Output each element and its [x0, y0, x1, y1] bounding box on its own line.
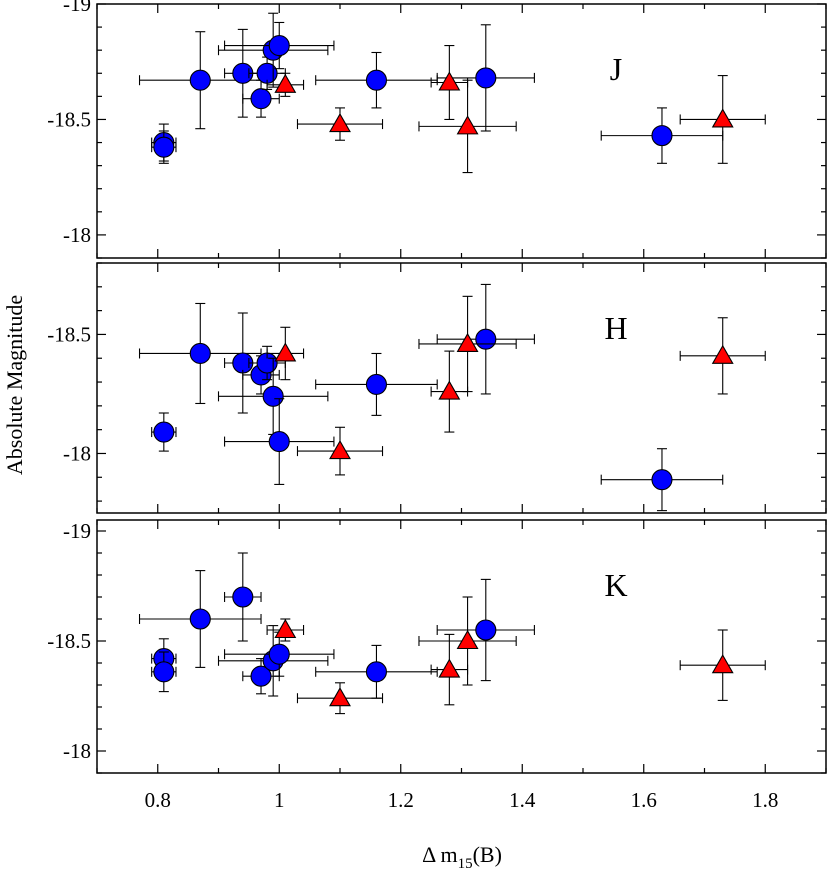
y-tick-label: -18 [63, 441, 91, 465]
x-tick-label: 1.2 [388, 788, 414, 812]
y-tick-label: -19 [63, 0, 91, 16]
y-tick-label: -18.5 [47, 629, 91, 653]
data-point-circle [153, 661, 175, 683]
data-point-triangle [456, 629, 479, 650]
panel-label-h: H [604, 310, 627, 346]
data-point-triangle [438, 380, 461, 400]
y-tick-label: -18.5 [47, 322, 91, 346]
panel-label-j: J [610, 51, 622, 87]
data-point-circle [153, 421, 175, 443]
data-point-circle [189, 69, 211, 91]
data-point-triangle [274, 342, 297, 362]
panel-j: -19 -18.5 -18 J [47, 0, 827, 259]
data-point-circle [365, 69, 388, 91]
data-point-triangle [711, 654, 734, 674]
data-point-triangle [456, 332, 479, 353]
y-tick-label: -18.5 [47, 107, 91, 131]
panel-h: -18.5 -18 H [47, 262, 827, 514]
data-point-circle [262, 385, 284, 407]
x-tick-label: 1.4 [509, 788, 536, 812]
data-point-triangle [711, 344, 734, 364]
data-point-circle [189, 342, 211, 365]
data-point-triangle [456, 115, 479, 135]
data-point-circle [232, 586, 254, 608]
data-point-circle [475, 619, 497, 641]
y-tick-label: -18 [63, 223, 91, 247]
x-tick-label: 0.8 [145, 788, 171, 812]
x-tick-label: 1.8 [752, 788, 778, 812]
data-point-circle [651, 125, 673, 147]
data-point-triangle [274, 73, 297, 93]
data-point-circle [365, 373, 388, 395]
data-point-circle [651, 469, 673, 491]
data-point-circle [365, 661, 388, 683]
panel-frame [96, 262, 827, 514]
data-point-circle [268, 643, 290, 665]
data-point-circle [250, 88, 272, 110]
x-tick-label: 1 [274, 788, 285, 812]
data-point-triangle [711, 108, 734, 128]
data-point-circle [153, 136, 175, 158]
x-axis-title-subscript: 15 [458, 856, 473, 872]
y-axis-title: Absolute Magnitude [2, 295, 27, 475]
data-point-triangle [329, 112, 351, 133]
data-point-circle [268, 431, 290, 453]
data-point-circle [268, 35, 290, 57]
panels: -19 -18.5 -18 J -18.5 -18 H -19 -18.5 -18 K [47, 0, 827, 774]
data-point-circle [475, 67, 497, 89]
x-tick-labels: 0.8 1 1.2 1.4 1.6 1.8 [145, 788, 779, 812]
data-point-triangle [438, 71, 461, 91]
x-axis-title: Δ m15(B) [422, 842, 502, 872]
data-point-triangle [329, 687, 351, 707]
y-tick-label: -19 [63, 519, 91, 543]
x-axis-title-tail: (B) [473, 842, 502, 867]
data-point-triangle [274, 618, 297, 639]
panel-label-k: K [604, 567, 627, 603]
data-point-circle [189, 608, 211, 630]
x-tick-label: 1.6 [631, 788, 657, 812]
y-tick-label: -18 [63, 739, 91, 763]
data-point-triangle [438, 658, 461, 678]
data-point-circle [250, 665, 272, 687]
data-point-triangle [329, 439, 351, 460]
data-point-circle [475, 328, 497, 350]
panel-k: -19 -18.5 -18 K [47, 519, 827, 774]
